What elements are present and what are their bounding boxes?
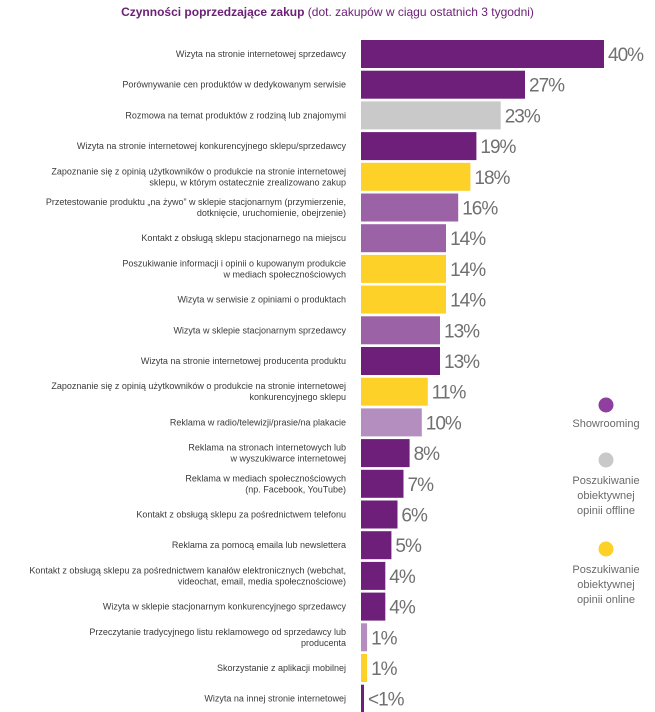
category-label: Zapoznanie się z opinią użytkowników o p… [51, 381, 346, 402]
bar [361, 408, 422, 437]
value-label: 14% [450, 260, 486, 281]
category-label: Wizyta na innej stronie internetowej [204, 694, 346, 704]
category-label: Rozmowa na temat produktów z rodziną lub… [125, 110, 346, 120]
value-label: 13% [444, 352, 480, 373]
value-label: 13% [444, 321, 480, 342]
bar [361, 132, 477, 161]
value-label: 1% [371, 628, 398, 649]
category-label: Reklama za pomocą emaila lub newslettera [172, 540, 346, 550]
value-label: 14% [450, 291, 486, 312]
value-label: 6% [401, 506, 428, 527]
value-label: 8% [414, 444, 441, 465]
bar [361, 654, 368, 682]
category-label: Przetestowanie produktu „na żywo” w skle… [46, 197, 346, 218]
value-label: 23% [505, 106, 541, 127]
value-label: 16% [462, 199, 498, 220]
category-label: Zapoznanie się z opinią użytkowników o p… [51, 166, 346, 187]
value-label: 40% [608, 45, 644, 66]
bar [361, 684, 364, 712]
category-label: Kontakt z obsługą sklepu za pośrednictwe… [136, 510, 346, 520]
category-label: Kontakt z obsługą sklepu stacjonarnego n… [141, 233, 346, 243]
value-label: 4% [389, 598, 416, 619]
category-label: Kontakt z obsługą sklepu za pośrednictwe… [29, 565, 346, 586]
category-label: Poszukiwanie informacji i opinii o kupow… [122, 258, 346, 279]
category-label: Przeczytanie tradycyjnego listu reklamow… [89, 627, 346, 648]
category-label: Wizyta w serwisie z opiniami o produktac… [177, 295, 346, 305]
bar [361, 316, 440, 345]
value-label: 4% [389, 567, 416, 588]
bar [361, 193, 459, 222]
bar [361, 40, 604, 68]
chart-subtitle: (dot. zakupów w ciągu ostatnich 3 tygodn… [307, 5, 534, 19]
category-label: Reklama w mediach społecznościowych (np. … [185, 473, 346, 494]
value-label: 5% [395, 536, 422, 557]
category-label: Wizyta na stronie internetowej konkurenc… [77, 141, 347, 151]
legend-dot [598, 452, 614, 468]
chart-title-main: Czynności poprzedzające zakup [121, 5, 305, 19]
category-label: Wizyta na stronie internetowej sprzedawc… [176, 49, 347, 59]
value-label: 14% [450, 229, 486, 250]
bar [361, 469, 404, 498]
legend-dot [598, 541, 614, 557]
value-label: 7% [408, 475, 435, 496]
category-label: Reklama w radio/telewizji/prasie/na plak… [170, 417, 346, 427]
category-label: Wizyta w sklepie stacjonarnym sprzedawcy [173, 325, 346, 335]
value-label: 11% [432, 383, 467, 404]
category-label: Wizyta w sklepie stacjonarnym konkurency… [103, 602, 347, 612]
bar [361, 254, 446, 283]
value-label: 18% [474, 168, 510, 189]
value-label: 19% [480, 137, 516, 158]
legend-label: Poszukiwanie obiektywnej opinii offline [572, 475, 639, 517]
legend-label: Poszukiwanie obiektywnej opinii online [572, 564, 639, 606]
bar [361, 162, 471, 191]
chart-title: Czynności poprzedzające zakup (dot. zaku… [0, 5, 655, 19]
value-label: 10% [426, 413, 462, 434]
bar [361, 70, 525, 99]
bar [361, 561, 386, 590]
legend-label: Showrooming [572, 418, 639, 430]
bar [361, 101, 501, 130]
bar [361, 623, 368, 652]
bar [361, 224, 446, 253]
bar [361, 592, 386, 621]
value-label: <1% [368, 690, 405, 711]
bar [361, 347, 440, 375]
value-label: 27% [529, 76, 565, 97]
category-label: Skorzystanie z aplikacji mobilnej [217, 663, 346, 673]
value-label: 1% [371, 659, 398, 680]
category-label: Porównywanie cen produktów w dedykowanym… [122, 80, 346, 90]
category-label: Wizyta na stronie internetowej producent… [141, 356, 346, 366]
bar [361, 439, 410, 468]
legend-dot [598, 397, 614, 413]
bar [361, 377, 428, 406]
bar [361, 531, 392, 560]
bar [361, 285, 446, 314]
bar [361, 500, 398, 529]
category-label: Reklama na stronach internetowych lub w w… [188, 443, 346, 464]
